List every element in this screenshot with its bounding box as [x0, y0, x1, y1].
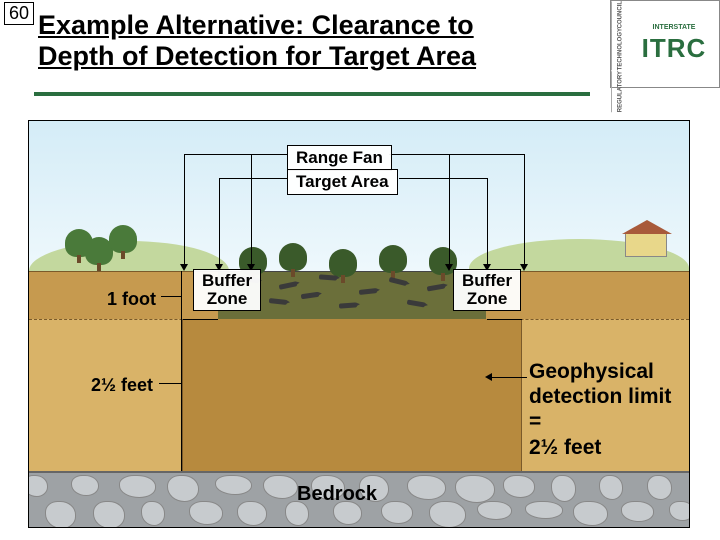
rock-icon: [503, 475, 535, 498]
title-line2: Depth of Detection for Target Area: [38, 41, 476, 71]
rock-icon: [237, 501, 267, 526]
rock-icon: [647, 475, 672, 500]
arrow-head: [445, 264, 453, 271]
logo-sidetext: TECHNOLOGY: [611, 28, 629, 70]
itrc-logo: COUNCIL TECHNOLOGY REGULATORY INTERSTATE…: [610, 0, 720, 88]
rock-icon: [167, 475, 199, 502]
rock-icon: [29, 475, 48, 497]
rock-icon: [573, 501, 608, 526]
title-underline: [34, 92, 590, 96]
arrow-line: [183, 319, 218, 320]
logo-sidetext: REGULATORY: [611, 71, 629, 112]
arrow-head: [485, 373, 492, 381]
arrow-line: [184, 154, 185, 265]
rock-icon: [141, 501, 165, 526]
rock-icon: [669, 501, 689, 521]
tree-icon: [379, 245, 407, 273]
arrow-line: [449, 154, 450, 265]
detection-limit-callout: Geophysical detection limit = 2½ feet: [529, 359, 689, 460]
range-fan-label: Range Fan: [287, 145, 392, 171]
logo-main-text: ITRC: [642, 33, 707, 64]
rock-icon: [189, 501, 223, 525]
arrow-head: [520, 264, 528, 271]
clearance-zone: [182, 319, 522, 471]
arrow-line: [491, 377, 527, 378]
target-area-label: Target Area: [287, 169, 398, 195]
rock-icon: [381, 501, 413, 524]
tree-icon: [329, 249, 357, 277]
arrow-line: [487, 178, 488, 265]
tree-icon: [109, 225, 137, 253]
rock-icon: [525, 501, 563, 519]
logo-sidetext: COUNCIL: [611, 1, 629, 28]
arrow-line: [159, 383, 181, 384]
arrow-line: [181, 271, 182, 319]
arrow-line: [181, 319, 182, 471]
rock-icon: [599, 475, 623, 500]
slide-number: 60: [4, 2, 34, 25]
arrow-line: [487, 319, 522, 320]
rock-icon: [45, 501, 76, 527]
arrow-head: [180, 264, 188, 271]
rock-icon: [215, 475, 252, 495]
buffer-zone-left-label: Buffer Zone: [193, 269, 261, 311]
rock-icon: [407, 475, 446, 500]
rock-icon: [263, 475, 298, 499]
rock-icon: [621, 501, 654, 522]
house-icon: [625, 233, 667, 257]
rock-icon: [429, 501, 466, 527]
rock-icon: [119, 475, 156, 498]
rock-icon: [93, 501, 125, 527]
bedrock-label: Bedrock: [297, 483, 377, 506]
depth-1ft-label: 1 foot: [107, 289, 156, 310]
rock-icon: [551, 475, 576, 502]
arrow-line: [524, 154, 525, 265]
depth-25ft-label: 2½ feet: [91, 375, 153, 396]
arrow-line: [219, 178, 287, 179]
arrow-line: [184, 154, 287, 155]
arrow-line: [251, 154, 252, 265]
arrow-line: [399, 178, 487, 179]
rock-icon: [477, 501, 512, 520]
rock-icon: [71, 475, 99, 496]
arrow-line: [219, 178, 220, 265]
arrow-line: [161, 296, 181, 297]
rock-icon: [455, 475, 495, 503]
logo-top-text: INTERSTATE: [653, 24, 696, 31]
tree-icon: [279, 243, 307, 271]
page-title: Example Alternative: Clearance to Depth …: [38, 10, 476, 72]
arrow-line: [389, 154, 524, 155]
buffer-zone-right-label: Buffer Zone: [453, 269, 521, 311]
title-line1: Example Alternative: Clearance to: [38, 10, 474, 40]
cross-section-diagram: Range Fan Target Area Buffer Zone Buffer…: [28, 120, 690, 528]
